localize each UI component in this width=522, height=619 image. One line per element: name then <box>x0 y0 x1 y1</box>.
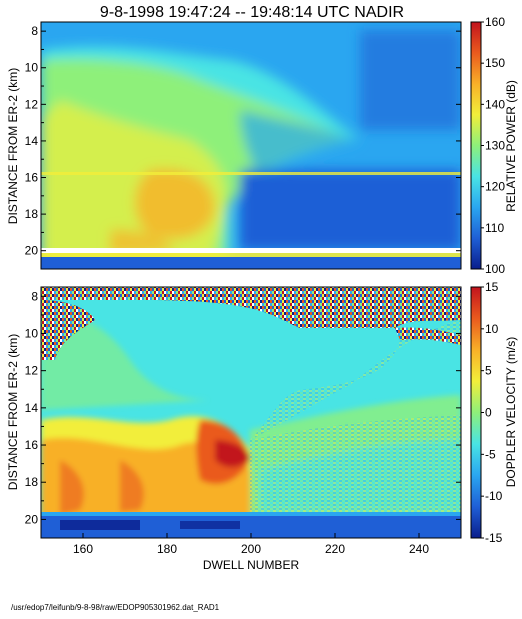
power-colorbar-tick-label: 100 <box>485 262 505 276</box>
power-colorbar-label: RELATIVE POWER (dB) <box>504 80 518 212</box>
velocity-panel: 8 10 12 14 16 18 20 160 180 200 220 240 DISTANCE F… <box>6 280 518 572</box>
velocity-y-label: DISTANCE FROM ER-2 (km) <box>6 334 20 490</box>
power-colorbar-tick-label: 110 <box>485 221 504 235</box>
velocity-x-tick-label: 200 <box>241 542 261 556</box>
velocity-colorbar-tick-label: -5 <box>485 447 496 461</box>
power-y-tick-label: 12 <box>25 97 39 111</box>
power-y-tick-label: 16 <box>25 171 39 185</box>
power-colorbar-tick-label: 130 <box>485 139 505 153</box>
velocity-y-tick-label: 10 <box>25 326 39 340</box>
power-colorbar <box>470 21 482 270</box>
velocity-colorbar <box>470 286 482 539</box>
velocity-x-tick-label: 220 <box>325 542 345 556</box>
power-colorbar-tick-label: 160 <box>485 15 505 29</box>
velocity-colorbar-tick-label: -10 <box>485 489 503 503</box>
velocity-colorbar-label: DOPPLER VELOCITY (m/s) <box>504 337 518 487</box>
velocity-colorbar-ticks: -15 -10 -5 0 5 10 15 <box>481 280 503 545</box>
power-colorbar-tick-label: 150 <box>485 56 505 70</box>
chart-title: 9-8-1998 19:47:24 -- 19:48:14 UTC NADIR <box>100 4 404 21</box>
velocity-x-tick-label: 240 <box>409 542 429 556</box>
power-y-axis: 8 10 12 14 16 18 20 <box>25 24 461 270</box>
power-colorbar-tick-label: 120 <box>485 180 505 194</box>
velocity-y-axis: 8 10 12 14 16 18 20 <box>25 289 461 539</box>
velocity-x-tick-label: 180 <box>157 542 177 556</box>
velocity-x-tick-label: 160 <box>73 542 93 556</box>
velocity-colorbar-tick-label: -15 <box>485 531 503 545</box>
power-y-tick-label: 10 <box>25 61 39 75</box>
power-y-tick-label: 8 <box>31 24 38 38</box>
power-panel: 8 10 12 14 16 18 20 DISTANCE FROM ER-2 (km) 10… <box>6 15 518 276</box>
velocity-y-tick-label: 18 <box>25 475 39 489</box>
velocity-y-tick-label: 16 <box>25 438 39 452</box>
velocity-y-tick-label: 8 <box>31 289 38 303</box>
velocity-x-label: DWELL NUMBER <box>203 558 300 572</box>
power-y-tick-label: 18 <box>25 207 39 221</box>
source-file-path: /usr/edop7/leifunb/9-8-98/raw/EDOP905301… <box>11 603 220 612</box>
power-heatmap <box>41 22 461 269</box>
power-colorbar-ticks: 100 110 120 130 140 150 160 <box>481 15 505 276</box>
power-plot-frame <box>40 21 462 270</box>
power-colorbar-tick-label: 140 <box>485 97 505 111</box>
power-y-tick-label: 20 <box>25 244 39 258</box>
velocity-y-tick-label: 20 <box>25 512 39 526</box>
velocity-x-axis: 160 180 200 220 240 <box>73 533 429 556</box>
velocity-y-tick-label: 14 <box>25 401 39 415</box>
velocity-colorbar-tick-label: 5 <box>485 364 492 378</box>
velocity-colorbar-tick-label: 0 <box>485 406 492 420</box>
velocity-y-tick-label: 12 <box>25 364 39 378</box>
velocity-colorbar-tick-label: 10 <box>485 322 499 336</box>
power-white-band <box>41 248 461 253</box>
power-y-tick-label: 14 <box>25 134 39 148</box>
power-y-label: DISTANCE FROM ER-2 (km) <box>6 68 20 224</box>
velocity-colorbar-tick-label: 15 <box>485 280 499 294</box>
velocity-heatmap <box>41 287 461 538</box>
